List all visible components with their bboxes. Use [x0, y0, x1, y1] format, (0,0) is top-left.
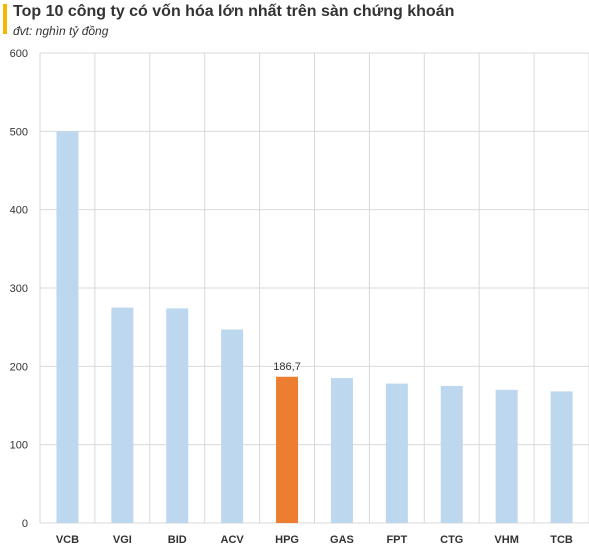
x-tick-label: VCB	[56, 534, 79, 546]
chart-subtitle: đvt: nghìn tỷ đồng	[13, 24, 109, 38]
y-tick-label: 500	[10, 126, 28, 138]
data-label: 186,7	[273, 361, 301, 373]
y-tick-label: 400	[10, 205, 28, 217]
x-tick-label: CTG	[440, 534, 463, 546]
title-accent-bar	[3, 4, 7, 34]
x-tick-label: VHM	[494, 534, 518, 546]
bar-bid	[166, 308, 189, 523]
x-tick-label: FPT	[386, 534, 407, 546]
x-tick-label: TCB	[550, 534, 573, 546]
x-tick-label: ACV	[221, 534, 245, 546]
bar-vgi	[111, 307, 134, 523]
bar-vhm	[495, 389, 518, 523]
x-tick-label: BID	[168, 534, 187, 546]
x-tick-label: GAS	[330, 534, 354, 546]
chart-title: Top 10 công ty có vốn hóa lớn nhất trên …	[13, 3, 455, 20]
y-tick-label: 100	[10, 440, 28, 452]
y-tick-label: 300	[10, 283, 28, 295]
y-tick-label: 600	[10, 48, 28, 60]
x-tick-label: VGI	[113, 534, 132, 546]
bar-tcb	[550, 391, 573, 523]
bar-fpt	[385, 383, 408, 523]
x-tick-label: HPG	[275, 534, 299, 546]
y-tick-label: 0	[22, 518, 28, 530]
bar-ctg	[440, 385, 463, 523]
bar-acv	[221, 329, 244, 523]
bar-vcb	[56, 131, 79, 524]
bar-gas	[330, 378, 353, 523]
bar-hpg	[276, 376, 299, 523]
y-tick-label: 200	[10, 361, 28, 373]
